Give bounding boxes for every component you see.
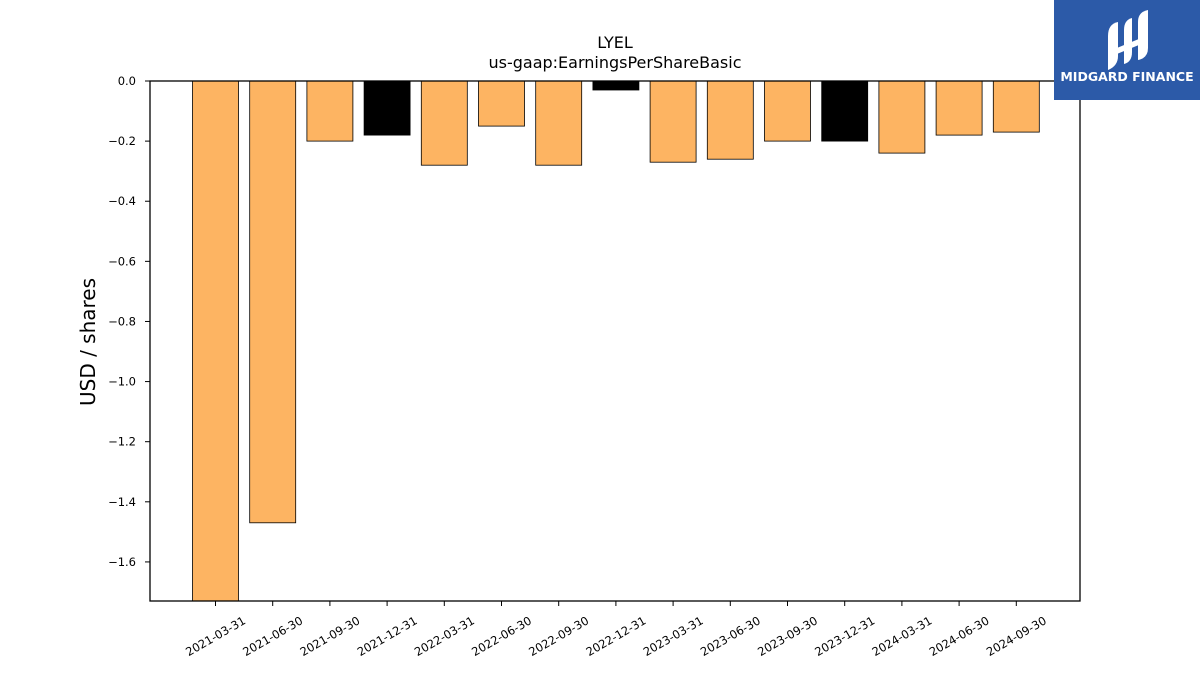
bar-2023-03-31 bbox=[649, 80, 697, 163]
x-tick-label: 2022-06-30 bbox=[469, 613, 534, 659]
bar-2024-09-30 bbox=[992, 80, 1040, 133]
bars-group bbox=[192, 80, 1040, 602]
logo-text: MIDGARD FINANCE bbox=[1060, 69, 1193, 84]
x-tick-label: 2021-06-30 bbox=[240, 613, 305, 659]
x-tick-label: 2022-09-30 bbox=[526, 613, 591, 659]
y-tick-label: −0.2 bbox=[108, 134, 136, 148]
x-tick-label: 2022-12-31 bbox=[584, 613, 649, 659]
midgard-logo-icon bbox=[1108, 10, 1148, 70]
x-tick-label: 2021-03-31 bbox=[183, 613, 248, 659]
x-tick-label: 2022-03-31 bbox=[412, 613, 477, 659]
bar-2024-03-31 bbox=[878, 80, 926, 154]
x-tick-label: 2024-06-30 bbox=[927, 613, 992, 659]
y-axis-label: USD / shares bbox=[76, 278, 100, 406]
x-tick-label: 2024-03-31 bbox=[870, 613, 935, 659]
x-tick-label: 2021-12-31 bbox=[355, 613, 420, 659]
bar-2021-06-30 bbox=[249, 80, 297, 524]
bar-2022-12-31 bbox=[592, 80, 640, 91]
y-tick-label: −1.4 bbox=[108, 495, 136, 509]
bar-2023-06-30 bbox=[706, 80, 754, 160]
x-tick-label: 2023-03-31 bbox=[641, 613, 706, 659]
brand-logo: MIDGARD FINANCE bbox=[1054, 0, 1200, 100]
bar-2024-06-30 bbox=[935, 80, 983, 136]
bar-2021-12-31 bbox=[363, 80, 411, 136]
bar-2023-09-30 bbox=[764, 80, 811, 142]
chart-subtitle: us-gaap:EarningsPerShareBasic bbox=[488, 53, 741, 72]
bar-2021-09-30 bbox=[306, 80, 354, 142]
bar-2023-12-31 bbox=[821, 80, 869, 142]
y-tick-label: 0.0 bbox=[118, 74, 136, 88]
x-tick-label: 2021-09-30 bbox=[298, 613, 363, 659]
bar-2022-09-30 bbox=[535, 80, 583, 166]
y-tick-label: −1.6 bbox=[108, 555, 136, 569]
x-tick-label: 2023-12-31 bbox=[812, 613, 877, 659]
y-tick-label: −1.2 bbox=[108, 435, 136, 449]
y-ticks-group: 0.0 −0.2 −0.4 −0.6 −0.8 −1.0 −1.2 −1.4 −1.6 bbox=[108, 74, 150, 569]
chart-title: LYEL bbox=[597, 33, 633, 52]
y-tick-label: −0.8 bbox=[108, 314, 136, 328]
plot-frame bbox=[149, 80, 1081, 602]
y-tick-label: −0.6 bbox=[108, 254, 136, 268]
bar-2022-06-30 bbox=[478, 80, 525, 127]
y-tick-label: −0.4 bbox=[108, 194, 136, 208]
y-tick-label: −1.0 bbox=[108, 375, 136, 389]
x-ticks-group: 2021-03-312021-06-302021-09-302021-12-31… bbox=[183, 601, 1049, 659]
x-tick-label: 2024-09-30 bbox=[984, 613, 1049, 659]
x-tick-label: 2023-06-30 bbox=[698, 613, 763, 659]
x-tick-label: 2023-09-30 bbox=[755, 613, 820, 659]
bar-2022-03-31 bbox=[420, 80, 468, 166]
bar-2021-03-31 bbox=[192, 80, 239, 602]
